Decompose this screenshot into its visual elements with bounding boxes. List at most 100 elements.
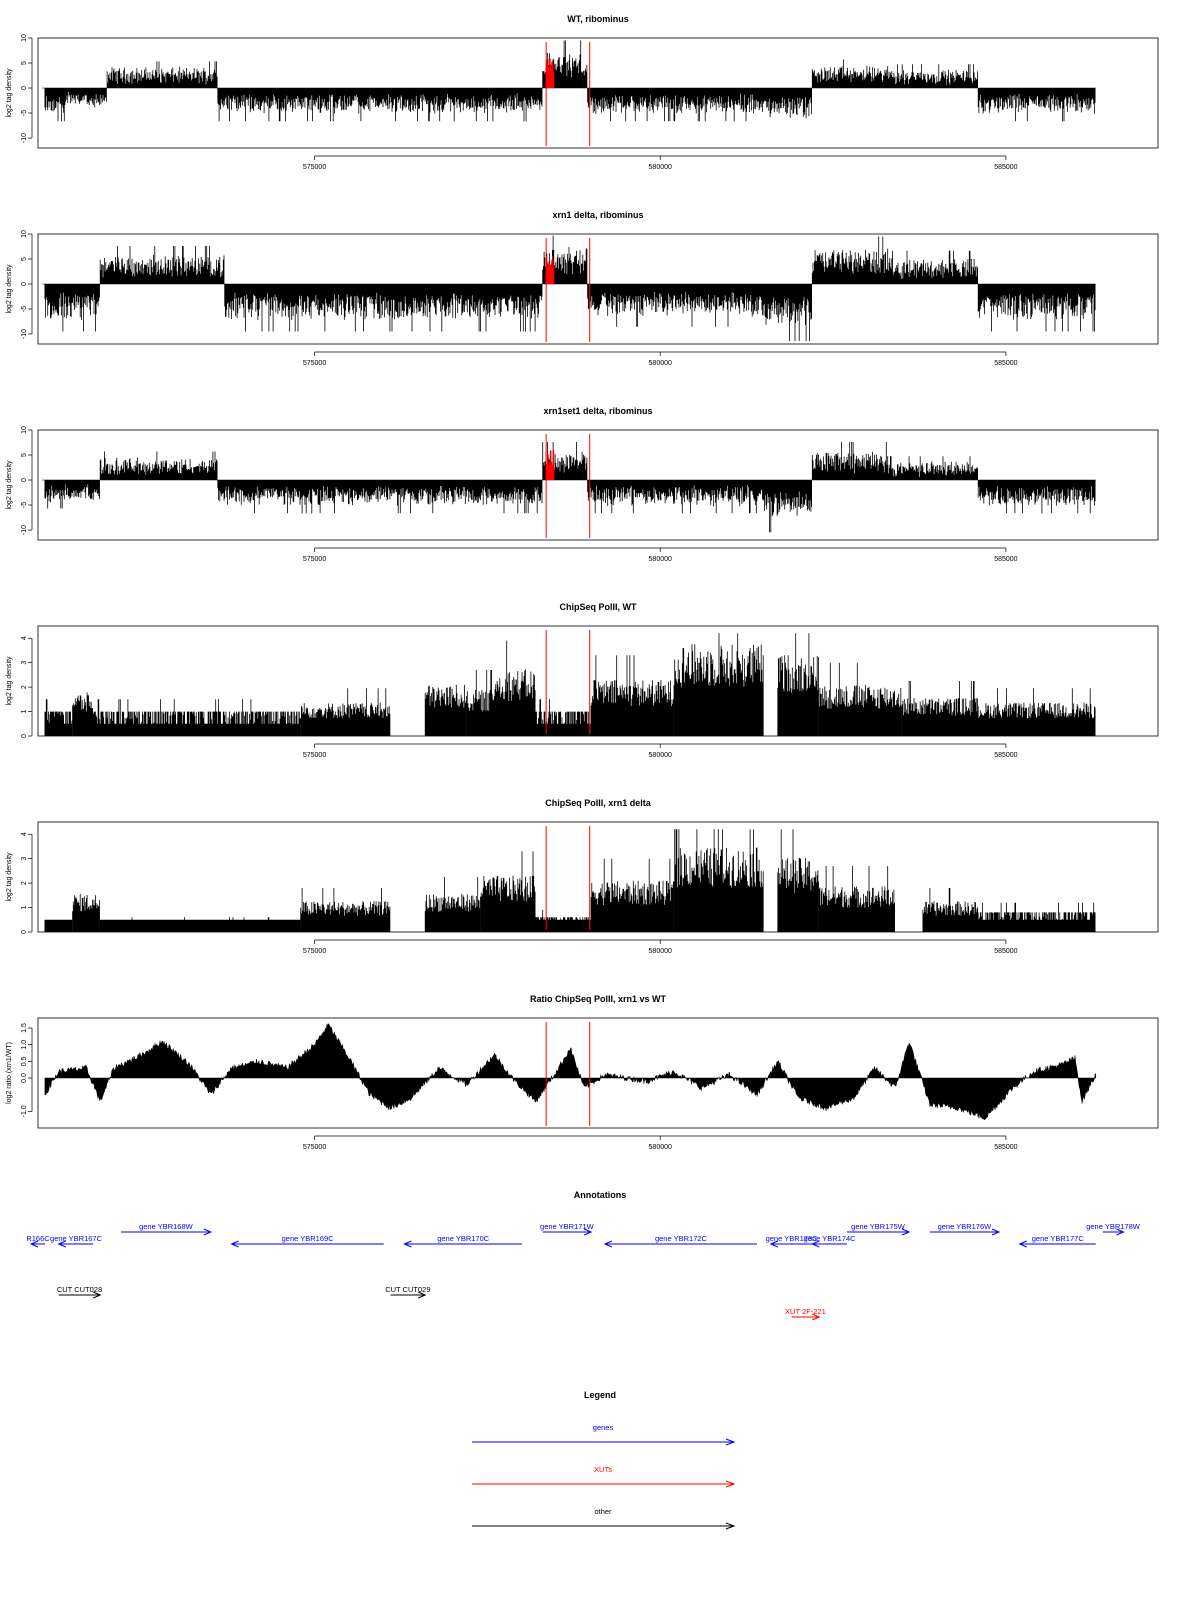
gene-arrow-arrowhead bbox=[811, 1240, 820, 1248]
gene-label: gene YBR175W bbox=[851, 1222, 906, 1231]
data-bars bbox=[590, 858, 674, 932]
other-label: CUT CUT029 bbox=[385, 1285, 430, 1294]
chart-panel-4: ChipSeq PolII, WT 4 3 2 1 0 log2 tag density 57… bbox=[6, 602, 1159, 759]
legend-label: genes bbox=[593, 1423, 614, 1432]
gene-arrow-arrowhead bbox=[29, 1240, 39, 1248]
chart-panel-6: Ratio ChipSeq PolII, xrn1 vs WT 1.5 1.0 0.5… bbox=[6, 994, 1159, 1151]
data-bars bbox=[977, 480, 1096, 514]
chart-panel-5: ChipSeq PolII, xrn1 delta 4 3 2 1 0 log2 tag d… bbox=[6, 798, 1159, 955]
legend-item: XUTs bbox=[472, 1465, 736, 1488]
other-arrow-arrowhead bbox=[417, 1291, 427, 1299]
gene-annotation: gene YBR174C bbox=[804, 1234, 857, 1248]
data-bars bbox=[92, 699, 301, 736]
other-annotation: CUT CUT029 bbox=[385, 1285, 431, 1299]
plot-frame bbox=[37, 37, 1159, 149]
gene-annotation: gene YBR170C bbox=[403, 1234, 522, 1248]
chart-title: WT, ribominus bbox=[567, 14, 629, 24]
data-bars bbox=[977, 88, 1096, 122]
y-tick-label: 2 bbox=[21, 685, 28, 689]
x-tick-label: 580000 bbox=[649, 556, 672, 563]
gene-annotation: gene YBR171W bbox=[540, 1222, 595, 1236]
plot-frame bbox=[37, 1017, 1159, 1129]
x-tick-label: 585000 bbox=[994, 752, 1017, 759]
y-axis-label: log2 tag density bbox=[6, 460, 13, 510]
data-bars bbox=[480, 851, 536, 932]
gene-label: gene YBR168W bbox=[139, 1222, 194, 1231]
data-bars bbox=[922, 888, 978, 932]
data-bars bbox=[535, 910, 591, 932]
x-tick-label: 580000 bbox=[649, 752, 672, 759]
gene-annotation: gene YBR169C bbox=[230, 1234, 384, 1248]
y-tick-label: 0.0 bbox=[21, 1073, 28, 1083]
chart-panel-1: WT, ribominus 10 5 0 -5 -10 log2 tag density 57… bbox=[6, 14, 1159, 171]
data-bars bbox=[811, 236, 889, 284]
data-bars bbox=[590, 655, 674, 736]
gene-arrow-arrowhead bbox=[1116, 1228, 1125, 1236]
legend-arrowhead bbox=[725, 1438, 736, 1446]
chart-panel-2: xrn1 delta, ribominus 10 5 0 -5 -10 log2 tag d… bbox=[6, 210, 1159, 367]
x-tick-label: 575000 bbox=[303, 948, 326, 955]
y-tick-label: 1.0 bbox=[21, 1040, 28, 1050]
y-tick-label: 2 bbox=[21, 881, 28, 885]
xut-annotation: XUT 2F-221 bbox=[785, 1307, 826, 1321]
legend-panel: Legend genes XUTs other bbox=[472, 1390, 736, 1530]
gene-annotation: R166C bbox=[26, 1234, 50, 1248]
annotations-title: Annotations bbox=[574, 1190, 627, 1200]
gene-arrow-arrowhead bbox=[203, 1228, 213, 1236]
data-bars bbox=[44, 919, 73, 932]
y-tick-label: 1.5 bbox=[21, 1023, 28, 1033]
data-bars bbox=[217, 480, 543, 514]
gene-annotation: gene YBR167C bbox=[50, 1234, 103, 1248]
y-tick-label: -10 bbox=[21, 329, 28, 339]
gene-label: gene YBR178W bbox=[1086, 1222, 1141, 1231]
gene-label: gene YBR176W bbox=[938, 1222, 993, 1231]
gene-arrow-arrowhead bbox=[769, 1240, 779, 1248]
y-tick-label: 0 bbox=[21, 282, 28, 286]
data-bars bbox=[424, 684, 467, 736]
data-bars bbox=[777, 829, 819, 932]
data-bars bbox=[894, 64, 978, 88]
y-tick-label: 5 bbox=[21, 453, 28, 457]
x-tick-label: 575000 bbox=[303, 1144, 326, 1151]
highlight-bars bbox=[545, 450, 555, 480]
legend-item: other bbox=[472, 1507, 736, 1530]
gene-annotation: gene YBR176W bbox=[929, 1222, 1001, 1236]
data-bars bbox=[763, 480, 812, 533]
y-tick-label: 10 bbox=[21, 230, 28, 238]
ratio-area bbox=[44, 1022, 1097, 1121]
data-bars bbox=[901, 681, 978, 736]
legend-label: XUTs bbox=[594, 1465, 612, 1474]
gene-annotation: gene YBR178W bbox=[1086, 1222, 1141, 1236]
xut-arrow-arrowhead bbox=[812, 1313, 821, 1321]
data-bars bbox=[587, 284, 764, 327]
annotations-panel: Annotations R166C gene YBR167C gene YBR168W… bbox=[26, 1190, 1141, 1321]
y-tick-label: 1 bbox=[21, 906, 28, 910]
data-bars bbox=[44, 480, 100, 509]
chart-title: xrn1 delta, ribominus bbox=[552, 210, 643, 220]
data-bars bbox=[777, 633, 819, 736]
x-tick-label: 585000 bbox=[994, 1144, 1017, 1151]
y-axis-label: log2 tag density bbox=[6, 264, 13, 314]
legend-arrowhead bbox=[725, 1480, 736, 1488]
data-bars bbox=[818, 866, 895, 932]
plot-frame bbox=[37, 233, 1159, 345]
x-tick-label: 580000 bbox=[649, 1144, 672, 1151]
gene-label: gene YBR167C bbox=[50, 1234, 103, 1243]
y-axis-label: log2 tag density bbox=[6, 656, 13, 706]
data-bars bbox=[72, 893, 100, 932]
y-tick-label: 5 bbox=[21, 61, 28, 65]
chart-title: xrn1set1 delta, ribominus bbox=[543, 406, 652, 416]
y-tick-label: 0 bbox=[21, 930, 28, 934]
x-tick-label: 585000 bbox=[994, 164, 1017, 171]
y-tick-label: -1.0 bbox=[21, 1105, 28, 1117]
y-tick-label: -5 bbox=[21, 502, 28, 508]
data-bars bbox=[977, 284, 1096, 332]
gene-label: gene YBR174C bbox=[804, 1234, 857, 1243]
other-arrow-arrowhead bbox=[93, 1291, 102, 1299]
data-bars bbox=[224, 284, 543, 332]
other-annotation: CUT CUT028 bbox=[57, 1285, 102, 1299]
gene-annotation: gene YBR172C bbox=[603, 1234, 758, 1248]
gene-label: gene YBR169C bbox=[282, 1234, 335, 1243]
legend-item: genes bbox=[472, 1423, 736, 1446]
gene-arrow-arrowhead bbox=[901, 1228, 911, 1236]
